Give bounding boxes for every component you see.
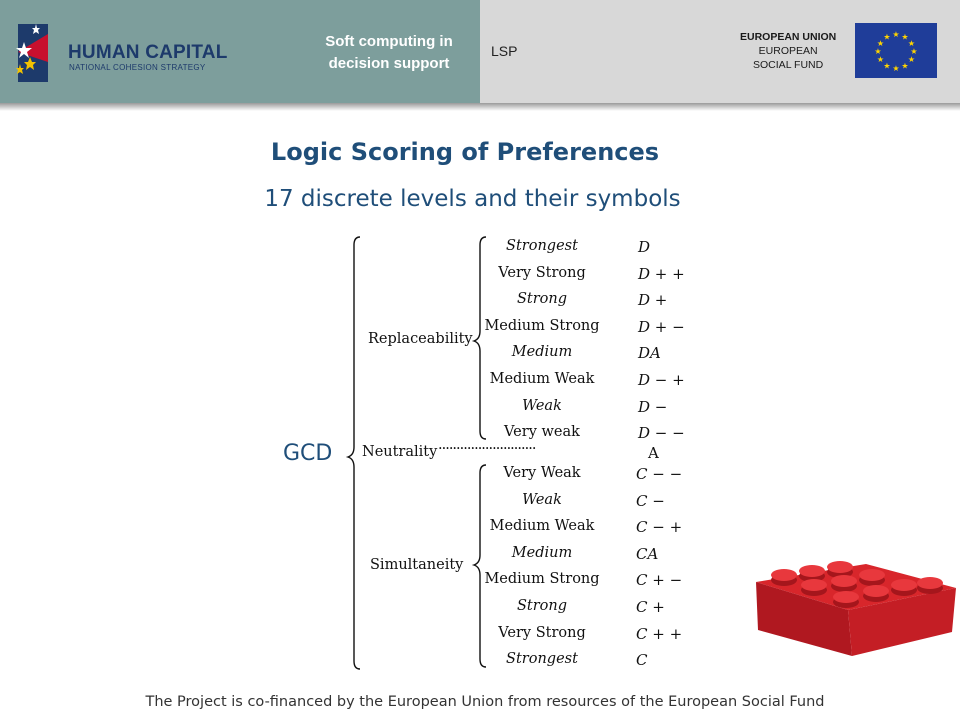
replaceability-level-name: Strongest — [506, 238, 578, 254]
lego-brick-image — [756, 561, 956, 656]
neutrality-label: Neutrality — [362, 444, 438, 460]
footer-note: The Project is co-financed by the Europe… — [145, 694, 825, 710]
simultaneity-label: Simultaneity — [370, 557, 464, 573]
replaceability-level-name: Medium — [511, 344, 573, 361]
eu-text-block: EUROPEAN UNION EUROPEAN SOCIAL FUND — [740, 30, 836, 72]
neutrality-dots: ··························· — [438, 441, 536, 457]
replaceability-level-symbol: D — [638, 238, 651, 256]
simultaneity-brace — [471, 464, 487, 668]
simultaneity-level-symbol: C + − — [636, 571, 683, 590]
replaceability-level-symbol: D + — [638, 291, 668, 310]
svg-text:★: ★ — [883, 62, 890, 71]
simultaneity-level-name: Medium Weak — [489, 518, 595, 535]
replaceability-level-symbol: D − — [638, 397, 668, 416]
simultaneity-level-name: Medium Strong — [484, 571, 600, 588]
simultaneity-level-name: Medium — [511, 544, 573, 561]
replaceability-brace — [471, 236, 487, 440]
eu-line2: EUROPEAN — [758, 45, 818, 57]
gcd-brace — [345, 236, 361, 670]
replaceability-level-symbol: D − − — [638, 424, 685, 443]
simultaneity-level-symbol: C — [636, 651, 648, 670]
header-shadow — [0, 103, 960, 111]
lsp-levels-diagram: GCD Replaceability Neutrality ··········… — [0, 225, 960, 675]
diagram-braces — [345, 236, 487, 670]
replaceability-level-name: Very weak — [504, 424, 580, 441]
svg-text:★: ★ — [901, 62, 908, 71]
simultaneity-level-symbol: C + + — [636, 624, 683, 643]
simultaneity-level-name: Strongest — [506, 651, 578, 668]
topic-label: LSP — [491, 43, 518, 59]
svg-text:★: ★ — [877, 55, 884, 64]
svg-text:★: ★ — [874, 47, 881, 56]
slide-title: Logic Scoring of Preferences — [270, 138, 660, 166]
simultaneity-level-name: Very Strong — [498, 624, 586, 641]
replaceability-level-symbol: D + + — [638, 264, 685, 283]
slide-subtitle: 17 discrete levels and their symbols — [264, 186, 681, 212]
simultaneity-level-name: Very Weak — [503, 465, 581, 481]
human-capital-title: HUMAN CAPITAL — [68, 42, 228, 63]
simultaneity-level-symbol: C − + — [636, 518, 683, 537]
svg-text:★: ★ — [892, 64, 899, 73]
simultaneity-level-symbol: C − − — [636, 465, 683, 483]
eu-line3: SOCIAL FUND — [753, 59, 824, 71]
replaceability-level-symbol: DA — [638, 344, 661, 363]
svg-text:★: ★ — [883, 33, 890, 42]
svg-text:★: ★ — [901, 33, 908, 42]
course-title: Soft computing in decision support — [300, 31, 478, 75]
human-capital-subtitle: NATIONAL COHESION STRATEGY — [69, 63, 206, 72]
replaceability-level-name: Medium Weak — [489, 371, 595, 387]
simultaneity-level-name: Strong — [516, 598, 568, 614]
eu-line1: EUROPEAN UNION — [740, 31, 837, 43]
course-title-line1: Soft computing in — [325, 33, 453, 50]
svg-text:★: ★ — [892, 30, 899, 39]
header-right-panel: LSP EUROPEAN UNION EUROPEAN SOCIAL FUND … — [480, 0, 960, 103]
replaceability-level-name: Strong — [516, 291, 568, 308]
eu-flag-icon: ★ ★★ ★★★ ★★★ ★★★ — [855, 23, 937, 78]
simultaneity-level-symbol: C + — [636, 598, 665, 616]
svg-text:★: ★ — [908, 55, 915, 64]
replaceability-level-name: Very Strong — [498, 264, 586, 281]
replaceability-level-name: Medium Strong — [484, 317, 600, 334]
gcd-label: GCD — [283, 441, 333, 466]
neutrality-symbol: A — [648, 444, 659, 462]
simultaneity-level-name: Weak — [522, 491, 562, 508]
replaceability-label: Replaceability — [368, 331, 473, 347]
simultaneity-level-symbol: CA — [636, 544, 659, 563]
human-capital-logo-icon — [16, 24, 48, 82]
simultaneity-level-symbol: C − — [636, 491, 665, 510]
replaceability-level-symbol: D − + — [638, 371, 685, 389]
svg-text:★: ★ — [877, 39, 884, 48]
header-left-panel: HUMAN CAPITAL NATIONAL COHESION STRATEGY… — [0, 0, 480, 103]
replaceability-level-name: Weak — [522, 397, 562, 414]
svg-text:★: ★ — [908, 39, 915, 48]
svg-text:★: ★ — [910, 47, 917, 56]
course-title-line2: decision support — [328, 55, 450, 72]
replaceability-level-symbol: D + − — [638, 317, 685, 336]
